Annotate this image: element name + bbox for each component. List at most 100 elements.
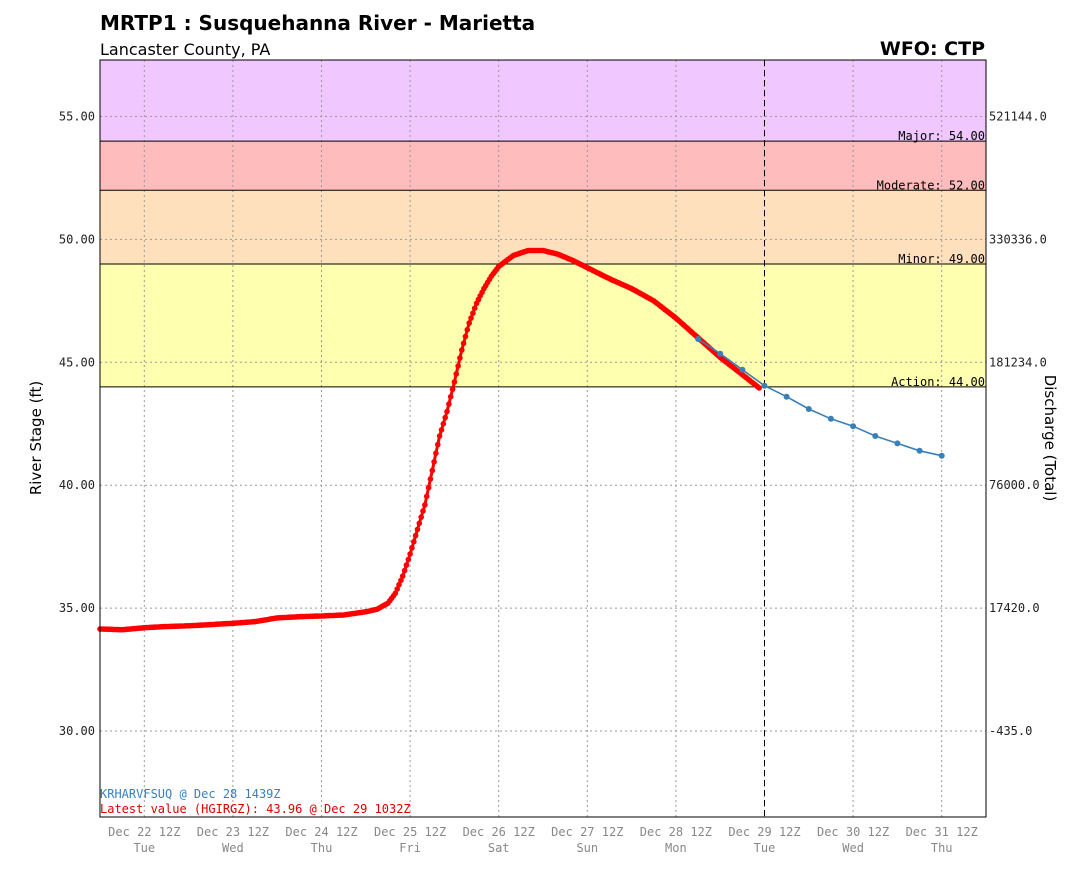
x-tick-date: Dec 22 12Z (108, 825, 180, 839)
forecast-point (739, 366, 746, 373)
y-axis-ticks: 30.00 35.00 40.00 45.00 50.00 55.00 (59, 110, 95, 738)
observed-point (414, 526, 421, 533)
x-tick-day: Wed (842, 841, 864, 855)
observed-point (471, 305, 478, 312)
forecast-point (872, 433, 879, 439)
wfo-label: WFO: CTP (880, 38, 985, 60)
y-tick-label: 50.00 (59, 232, 95, 246)
plot-frame (99, 59, 987, 818)
forecast-issued-note: KRHARVFSUQ @ Dec 28 1439Z (100, 787, 281, 801)
observed-point (470, 310, 476, 317)
flood-label-action: Action: 44.00 (891, 375, 985, 389)
forecast-point (783, 393, 790, 400)
forecast-point (695, 336, 702, 342)
observed-point (398, 577, 404, 584)
forecast-point (805, 406, 812, 412)
observed-point (431, 459, 437, 465)
grid (100, 60, 986, 817)
x-tick-day: Thu (931, 841, 953, 855)
x-tick-day: Tue (133, 841, 155, 855)
observed-point (440, 421, 447, 427)
observed-point (418, 514, 425, 520)
x-axis-ticks: Dec 22 12Z Tue Dec 23 12Z Wed Dec 24 12Z Thu D… (108, 825, 978, 855)
y2-tick-label: 181234.0 (989, 355, 1047, 369)
x-tick-day: Wed (222, 841, 244, 855)
observed-point (460, 340, 467, 347)
observed-point (435, 441, 441, 448)
x-tick-day: Mon (665, 841, 687, 855)
chart-title: MRTP1 : Susquehanna River - Marietta (100, 11, 535, 35)
y2-tick-label: -435.0 (989, 724, 1032, 738)
y2-tick-label: 521144.0 (989, 110, 1047, 124)
x-tick-date: Dec 28 12Z (640, 825, 712, 839)
observed-point (468, 315, 474, 321)
observed-point (444, 408, 450, 415)
observed-point (436, 433, 443, 439)
observed-point (457, 355, 463, 361)
observed-point (453, 371, 460, 377)
flood-band-major (100, 60, 986, 142)
flood-band-moderate (100, 141, 986, 191)
forecast-point (827, 415, 834, 422)
x-tick-date: Dec 26 12Z (463, 825, 535, 839)
y2-axis-label: Discharge (Total) (1041, 375, 1059, 502)
observed-point (451, 379, 458, 385)
observed-point (392, 590, 399, 597)
x-tick-day: Thu (311, 841, 333, 855)
x-tick-date: Dec 31 12Z (906, 825, 978, 839)
x-tick-day: Sat (488, 841, 510, 855)
flood-bands (100, 60, 986, 387)
observed-point (422, 502, 428, 508)
x-tick-date: Dec 30 12Z (817, 825, 889, 839)
observed-point (442, 414, 449, 421)
y-axis-label: River Stage (ft) (27, 381, 45, 495)
y2-axis-ticks: -435.0 17420.0 76000.0 181234.0 330336.0 5211… (989, 110, 1047, 738)
y-tick-label: 55.00 (59, 110, 95, 124)
observed-point (423, 493, 430, 500)
observed-point (399, 573, 406, 579)
observed-point (438, 427, 445, 433)
forecast-point (717, 350, 724, 357)
observed-point (449, 386, 456, 393)
observed-point (459, 347, 465, 353)
flood-label-moderate: Moderate: 52.00 (877, 178, 985, 192)
forecast-series (695, 336, 945, 459)
observed-point (403, 562, 410, 568)
forecast-point (938, 452, 945, 459)
forecast-point (761, 382, 768, 389)
observed-series (97, 247, 762, 633)
x-tick-date: Dec 29 12Z (728, 825, 800, 839)
y2-tick-label: 330336.0 (989, 232, 1047, 246)
observed-point (396, 581, 402, 588)
x-tick-date: Dec 27 12Z (551, 825, 623, 839)
x-tick-date: Dec 23 12Z (197, 825, 269, 839)
y-tick-label: 30.00 (59, 724, 95, 738)
observed-point (394, 586, 401, 592)
flood-band-action (100, 263, 986, 387)
forecast-point (850, 423, 857, 430)
observed-point (429, 467, 436, 474)
y-tick-label: 35.00 (59, 601, 95, 615)
forecast-point (894, 440, 901, 447)
flood-lines: Action: 44.00 Minor: 49.00 Moderate: 52.00… (100, 129, 986, 389)
observed-point (412, 532, 419, 539)
observed-point (407, 551, 413, 557)
forecast-line (697, 338, 942, 457)
observed-point (447, 393, 454, 400)
observed-point (405, 556, 412, 563)
x-tick-day: Sun (576, 841, 598, 855)
observed-point (416, 520, 423, 527)
observed-point (455, 363, 461, 369)
x-tick-day: Tue (754, 841, 776, 855)
flood-label-minor: Minor: 49.00 (898, 252, 985, 266)
x-tick-day: Fri (399, 841, 421, 855)
observed-point (466, 320, 473, 326)
flood-label-major: Major: 54.00 (898, 129, 985, 143)
y-tick-label: 40.00 (59, 478, 95, 492)
forecast-point (916, 447, 923, 454)
x-tick-date: Dec 24 12Z (285, 825, 357, 839)
observed-point (425, 484, 432, 491)
observed-point (411, 538, 417, 545)
y2-tick-label: 76000.0 (989, 478, 1040, 492)
